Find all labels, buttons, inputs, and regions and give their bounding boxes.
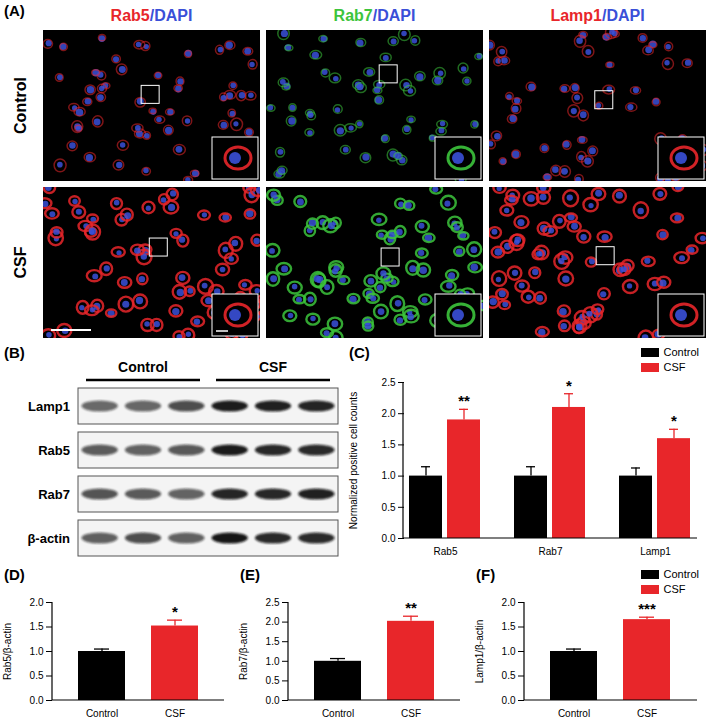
svg-text:Control: Control — [12, 77, 29, 134]
svg-text:**: ** — [405, 599, 417, 616]
html-text:(E): (E) — [240, 566, 260, 583]
svg-text:0.5: 0.5 — [502, 670, 516, 681]
svg-text:2.5: 2.5 — [266, 597, 280, 608]
html-text:(B): (B) — [4, 344, 25, 361]
svg-text:Control: Control — [86, 708, 118, 719]
svg-text:CSF: CSF — [12, 246, 29, 278]
svg-text:0.0: 0.0 — [382, 533, 396, 544]
svg-text:*: * — [566, 377, 572, 394]
svg-text:Lamp1/β-actin: Lamp1/β-actin — [474, 620, 485, 684]
html-text:CSF: CSF — [663, 583, 686, 595]
html-text:(D): (D) — [4, 566, 25, 583]
html-text:Control: Control — [663, 346, 699, 358]
svg-text:CSF: CSF — [259, 359, 287, 375]
svg-text:Rab5/β-actin: Rab5/β-actin — [2, 623, 13, 680]
svg-text:Rab5: Rab5 — [434, 546, 458, 557]
svg-text:1.0: 1.0 — [502, 646, 516, 657]
svg-text:2.0: 2.0 — [382, 408, 396, 419]
svg-text:Control: Control — [322, 708, 354, 719]
svg-text:Rab7: Rab7 — [38, 487, 70, 502]
svg-text:1.5: 1.5 — [30, 621, 44, 632]
html-text:(F): (F) — [476, 566, 496, 583]
svg-text:***: *** — [638, 600, 656, 617]
svg-text:β-actin: β-actin — [27, 531, 70, 546]
svg-text:**: ** — [458, 392, 470, 409]
svg-text:1.0: 1.0 — [30, 646, 44, 657]
svg-text:0.5: 0.5 — [382, 502, 396, 513]
svg-text:Control: Control — [558, 708, 590, 719]
svg-text:CSF: CSF — [401, 708, 421, 719]
svg-text:0.5: 0.5 — [266, 675, 280, 686]
svg-text:Lamp1/DAPI: Lamp1/DAPI — [550, 7, 644, 24]
svg-text:Normalized positive cell count: Normalized positive cell counts — [348, 392, 359, 529]
html-text:(C): (C) — [349, 344, 370, 361]
svg-text:CSF: CSF — [165, 708, 185, 719]
html-text:CSF: CSF — [663, 361, 686, 373]
svg-text:0.5: 0.5 — [30, 670, 44, 681]
svg-text:Control: Control — [118, 359, 168, 375]
svg-text:2.0: 2.0 — [30, 597, 44, 608]
svg-text:*: * — [172, 603, 178, 620]
svg-text:0.0: 0.0 — [30, 695, 44, 706]
svg-text:0.0: 0.0 — [266, 695, 280, 706]
svg-text:0.0: 0.0 — [502, 695, 516, 706]
svg-text:1.0: 1.0 — [266, 656, 280, 667]
svg-text:Rab5: Rab5 — [38, 443, 70, 458]
svg-text:Rab7/β-actin: Rab7/β-actin — [238, 623, 249, 680]
svg-text:Rab5/DAPI: Rab5/DAPI — [111, 7, 193, 24]
svg-text:1.0: 1.0 — [382, 470, 396, 481]
svg-text:*: * — [671, 412, 677, 429]
svg-text:CSF: CSF — [637, 708, 657, 719]
svg-text:1.5: 1.5 — [502, 621, 516, 632]
svg-text:Rab7/DAPI: Rab7/DAPI — [334, 7, 416, 24]
html-text:(A): (A) — [4, 2, 25, 19]
svg-text:Rab7: Rab7 — [539, 546, 563, 557]
svg-text:2.5: 2.5 — [382, 377, 396, 388]
svg-text:1.5: 1.5 — [266, 636, 280, 647]
svg-text:2.0: 2.0 — [266, 616, 280, 627]
html-text:Control: Control — [663, 568, 699, 580]
svg-text:2.0: 2.0 — [502, 597, 516, 608]
svg-text:1.5: 1.5 — [382, 439, 396, 450]
svg-text:Lamp1: Lamp1 — [28, 399, 70, 414]
svg-text:Lamp1: Lamp1 — [640, 546, 671, 557]
